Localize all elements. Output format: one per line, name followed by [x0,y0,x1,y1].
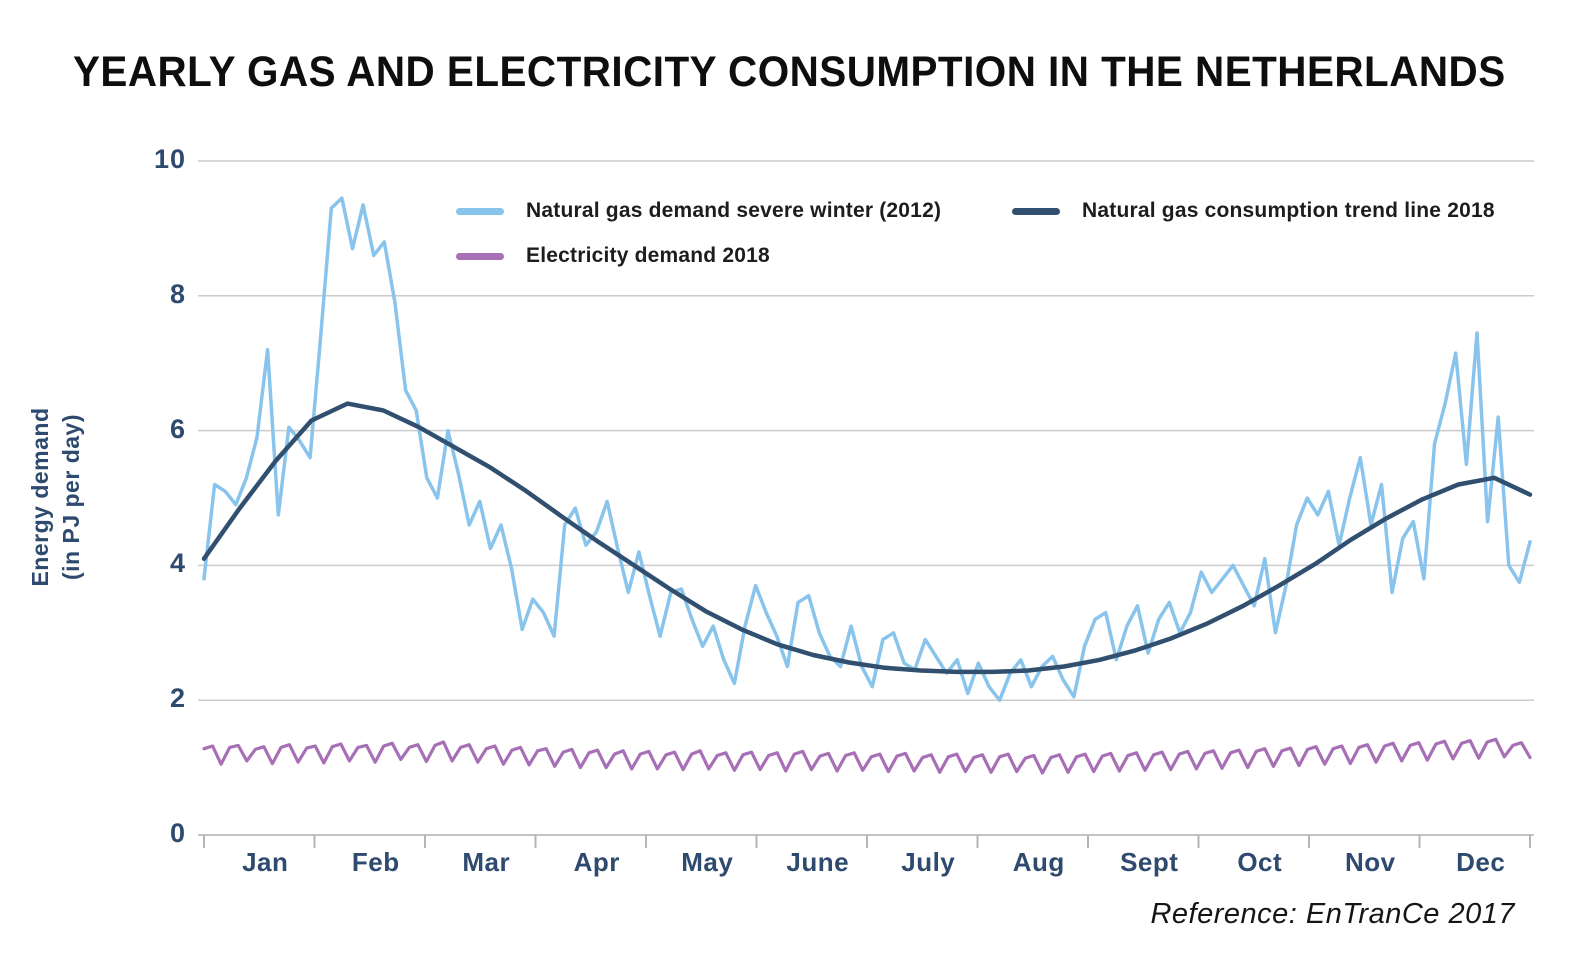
y-tick-label-4: 4 [169,548,186,579]
x-tick-label-apr: Apr [573,847,620,877]
x-tick-label-nov: Nov [1344,847,1396,877]
legend-label-electricity-2018: Electricity demand 2018 [526,244,770,267]
y-tick-label-6: 6 [169,413,186,444]
reference-text: Reference: EnTranCe 2017 [1150,898,1515,930]
x-tick-label-may: May [681,847,734,877]
series-natural-gas-consumption-trend-line-2018 [201,401,1533,675]
x-tick-label-aug: Aug [1012,847,1065,877]
legend-item-electricity-2018: Electricity demand 2018 [456,244,770,268]
legend-swatch-trend-2018 [1012,207,1060,215]
legend-swatch-electricity-2018 [456,252,504,260]
legend-label-trend-2018: Natural gas consumption trend line 2018 [1082,199,1495,222]
x-tick-label-feb: Feb [351,847,400,877]
x-tick-label-june: June [786,847,850,877]
x-tick-label-july: July [901,847,956,877]
series-electricity-demand-2018 [202,737,1532,775]
legend-item-trend-2018: Natural gas consumption trend line 2018 [1012,199,1495,223]
y-tick-label-0: 0 [169,818,186,848]
x-tick-label-dec: Dec [1456,847,1506,877]
x-tick-label-oct: Oct [1237,847,1283,877]
y-tick-label-10: 10 [153,144,186,174]
legend-swatch-gas-2012 [456,207,504,215]
y-tick-label-8: 8 [169,278,186,309]
chart-title: YEARLY GAS AND ELECTRICITY CONSUMPTION I… [73,48,1506,96]
series-natural-gas-demand-severe-winter-2012 [202,196,1532,702]
legend-label-gas-2012: Natural gas demand severe winter (2012) [526,199,942,222]
x-tick-label-sept: Sept [1120,847,1179,877]
legend-item-gas-2012: Natural gas demand severe winter (2012) [456,199,941,223]
x-tick-label-mar: Mar [462,847,511,877]
x-tick-label-jan: Jan [242,847,289,877]
y-tick-label-2: 2 [169,683,186,714]
